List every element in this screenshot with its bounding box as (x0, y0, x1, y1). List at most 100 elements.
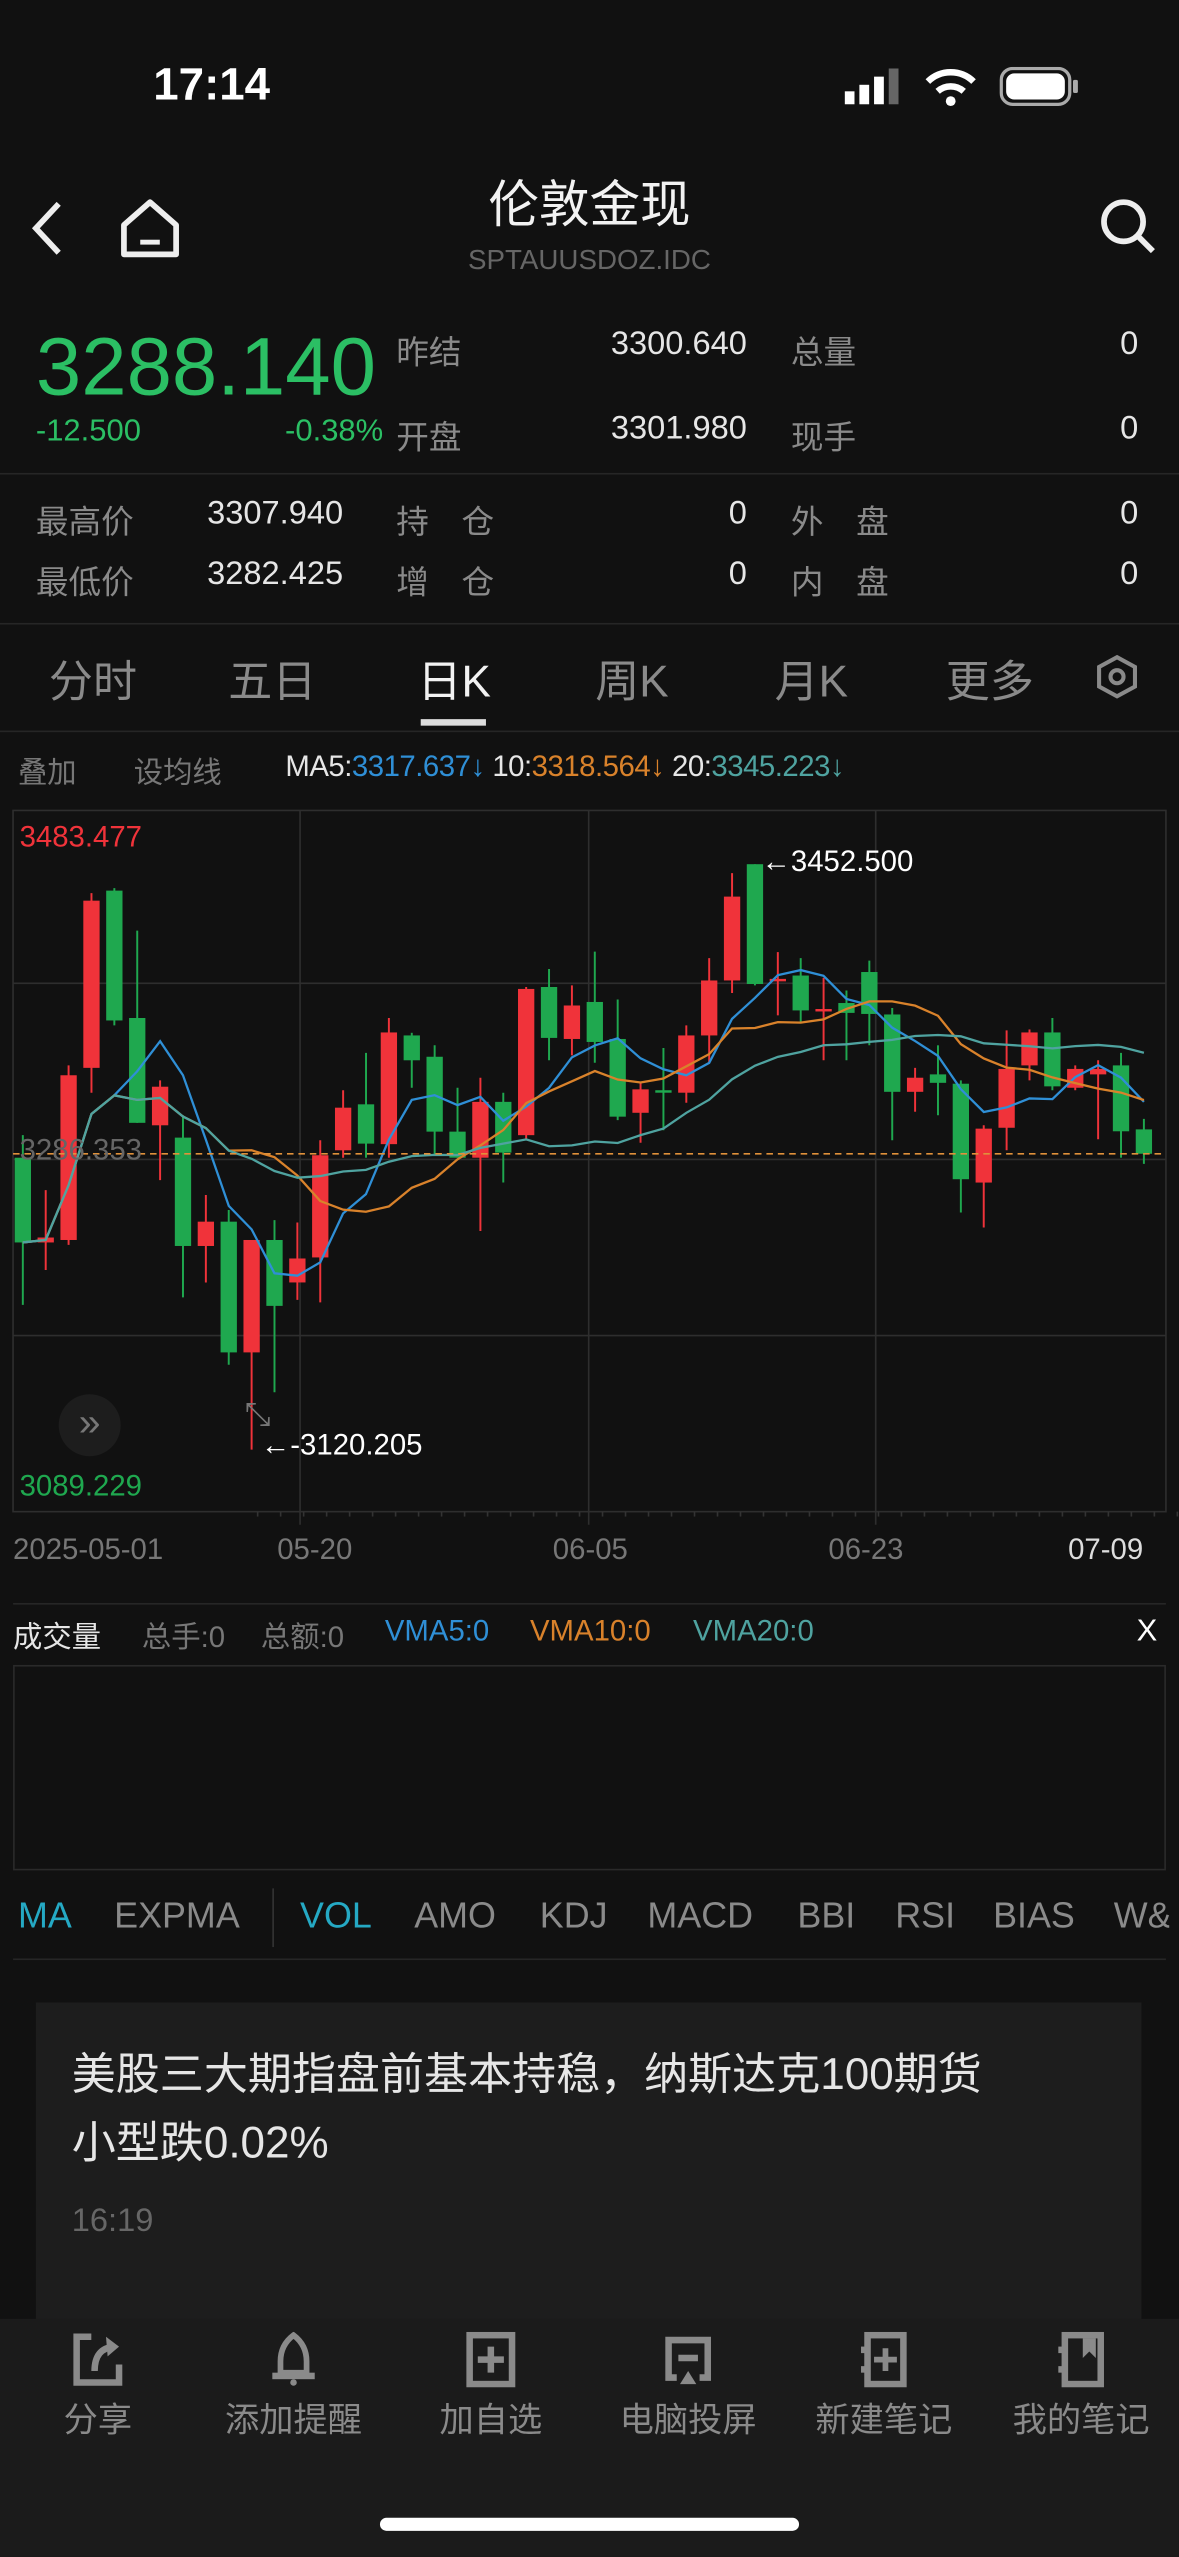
value-low: 3282.425 (207, 556, 344, 592)
candle-body (220, 1221, 237, 1353)
set-ma-button[interactable]: 设均线 (133, 756, 222, 790)
label-high: 最高价 (35, 505, 134, 542)
tab-intraday[interactable]: 分时 (48, 657, 137, 707)
candle-body (83, 900, 100, 1068)
candle-body (632, 1089, 649, 1113)
indicator-bias[interactable]: BIAS (993, 1894, 1075, 1936)
settings-icon[interactable] (1094, 654, 1140, 700)
indicator-rsi[interactable]: RSI (895, 1894, 956, 1936)
candle-body (197, 1221, 215, 1246)
candle-body (495, 1101, 512, 1153)
expand-panel-button[interactable]: » (58, 1394, 121, 1457)
bell-icon (272, 2331, 315, 2386)
candle-body (243, 1239, 260, 1353)
ma10-label: 10: (492, 750, 532, 783)
signal-icon (844, 68, 899, 105)
indicator-kdj[interactable]: KDJ (539, 1894, 608, 1936)
value-open: 3301.980 (610, 410, 747, 447)
indicator-ma[interactable]: MA (17, 1894, 72, 1936)
label-outer: 外 盘 (790, 505, 889, 542)
add-watchlist-button[interactable]: 加自选 (393, 2331, 589, 2443)
search-icon[interactable] (1097, 196, 1159, 258)
my-notes-button[interactable]: 我的笔记 (983, 2331, 1179, 2443)
news-title-line1: 美股三大期指盘前基本持稳，纳斯达克100期货 (71, 2049, 982, 2099)
ma20-value: 3345.223↓ (711, 750, 845, 783)
value-total-volume: 0 (1120, 326, 1139, 363)
ma5-line (22, 968, 1145, 1277)
ma5-value: 3317.637↓ (351, 750, 485, 783)
screen-cast-button[interactable]: 电脑投屏 (590, 2332, 786, 2443)
candle-body (952, 1083, 970, 1180)
label-oi-change: 增 仓 (396, 565, 495, 602)
candle-body (929, 1074, 947, 1083)
indicator-macd[interactable]: MACD (647, 1894, 754, 1936)
add-alert-label: 添加提醒 (225, 2402, 363, 2440)
high-marker: ←3452.500 (761, 844, 914, 878)
bottom-toolbar (0, 2318, 1179, 2557)
add-alert-button[interactable]: 添加提醒 (196, 2331, 392, 2443)
candle-body (334, 1107, 352, 1151)
candle-body (106, 890, 123, 1021)
candle-body (289, 1258, 306, 1283)
tab-more[interactable]: 更多 (945, 657, 1034, 707)
tab-five-day[interactable]: 五日 (228, 657, 317, 707)
candle-body (723, 896, 741, 981)
price-change-pct: -0.38% (285, 414, 384, 449)
tab-weekly-k[interactable]: 周K (595, 657, 669, 707)
indicator-expma[interactable]: EXPMA (114, 1894, 240, 1936)
vma5: VMA5:0 (384, 1614, 490, 1648)
candle-body (609, 1038, 626, 1117)
news-card[interactable]: 美股三大期指盘前基本持稳，纳斯达克100期货 小型跌0.02% 16:19 (35, 2002, 1142, 2329)
overlay-button[interactable]: 叠加 (17, 756, 77, 790)
divider (13, 1958, 1166, 1961)
indicator-vol[interactable]: VOL (300, 1894, 372, 1936)
share-button[interactable]: 分享 (0, 2332, 196, 2443)
label-inner: 内 盘 (790, 565, 889, 602)
ma5-label: MA5: (285, 750, 352, 783)
cast-icon (665, 2336, 711, 2385)
battery-icon (999, 66, 1078, 106)
y-min-label: 3089.229 (19, 1469, 142, 1502)
low-marker: ←-3120.205 (260, 1428, 423, 1462)
candle-body (1089, 1068, 1107, 1075)
close-volume-button[interactable]: X (1136, 1614, 1158, 1649)
label-low: 最低价 (35, 565, 134, 602)
new-note-button[interactable]: 新建笔记 (786, 2331, 982, 2443)
value-inner: 0 (1120, 556, 1139, 592)
price-change: -12.500 (35, 414, 141, 449)
share-label: 分享 (63, 2402, 133, 2440)
fullscreen-icon[interactable]: ⤡ (244, 1397, 271, 1434)
home-indicator (379, 2517, 800, 2531)
ma10-value: 3318.564↓ (531, 750, 665, 783)
divider (13, 1602, 1166, 1605)
page-title: 伦敦金现 (488, 176, 691, 234)
candle-body (312, 1155, 329, 1258)
candlestick-chart[interactable] (0, 799, 1179, 1582)
candle-body (563, 1005, 581, 1039)
value-outer: 0 (1120, 495, 1139, 532)
last-close-label: 3286.353 (19, 1133, 142, 1166)
news-time: 16:19 (71, 2203, 154, 2239)
home-icon[interactable] (117, 196, 182, 261)
candle-body (449, 1131, 466, 1158)
tab-daily-k[interactable]: 日K (417, 657, 491, 707)
total-hands: 总手:0 (141, 1620, 226, 1654)
candle-body (998, 1068, 1015, 1128)
indicator-amo[interactable]: AMO (414, 1894, 496, 1936)
high-marker-value: 3452.500 (790, 844, 914, 878)
label-prev-settle: 昨结 (396, 335, 462, 372)
back-icon[interactable] (26, 199, 68, 258)
label-open-interest: 持 仓 (396, 505, 495, 542)
candle-body (792, 975, 809, 1011)
candle-body (861, 972, 878, 1014)
label-total-volume: 总量 (790, 335, 857, 372)
add-watchlist-icon (466, 2331, 516, 2388)
x-tick: 2025-05-01 (13, 1532, 164, 1566)
indicator-wr[interactable]: W& (1113, 1894, 1170, 1936)
my-notes-label: 我的笔记 (1012, 2402, 1150, 2440)
value-high: 3307.940 (207, 495, 344, 532)
ma20-line (22, 1033, 1145, 1244)
indicator-bbi[interactable]: BBI (797, 1894, 856, 1936)
tab-monthly-k[interactable]: 月K (774, 657, 848, 707)
divider (272, 1888, 274, 1948)
